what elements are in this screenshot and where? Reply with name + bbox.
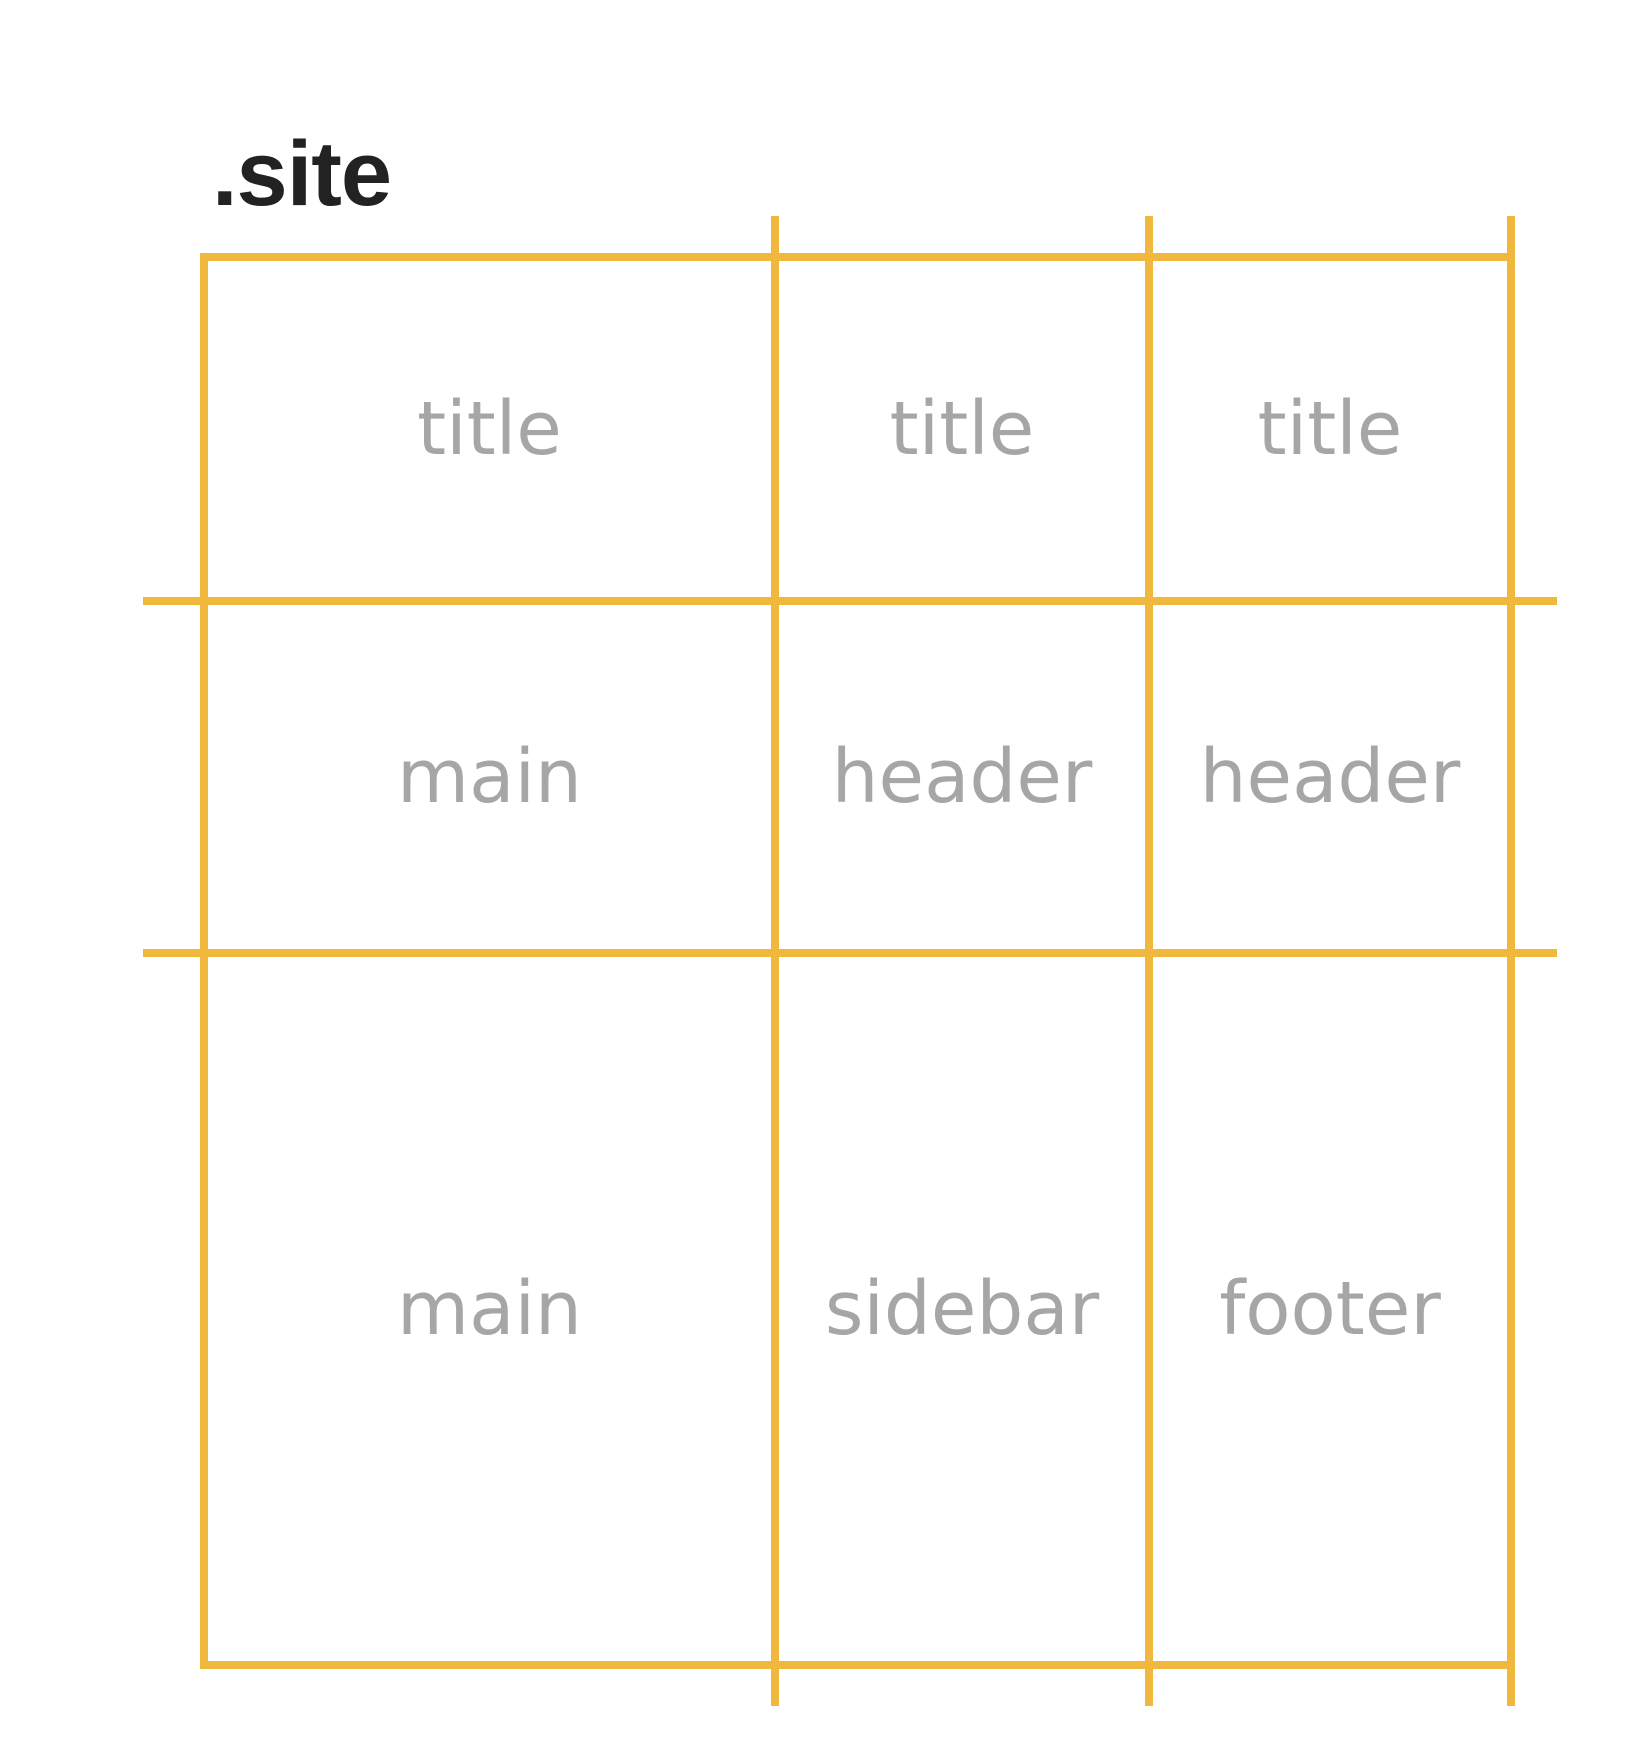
site-label: .site xyxy=(212,123,392,225)
grid-line-row-1 xyxy=(143,597,1557,605)
grid-line-col-2 xyxy=(1145,216,1153,1706)
grid-line-top xyxy=(200,253,1514,261)
grid-line-right xyxy=(1507,216,1515,1706)
grid-line-col-1 xyxy=(771,216,779,1706)
grid-line-left xyxy=(200,253,208,1669)
grid-cell: title xyxy=(1257,386,1403,472)
grid-cell: title xyxy=(889,386,1035,472)
grid-cell: footer xyxy=(1219,1266,1441,1352)
grid-cell: main xyxy=(397,734,582,820)
grid-line-bottom xyxy=(200,1661,1514,1669)
grid-cell: main xyxy=(397,1266,582,1352)
grid-line-row-2 xyxy=(143,949,1557,957)
grid-cell: title xyxy=(417,386,562,472)
grid-cell: sidebar xyxy=(824,1266,1100,1352)
grid-cell: header xyxy=(1199,734,1461,820)
grid-cell: header xyxy=(831,734,1093,820)
